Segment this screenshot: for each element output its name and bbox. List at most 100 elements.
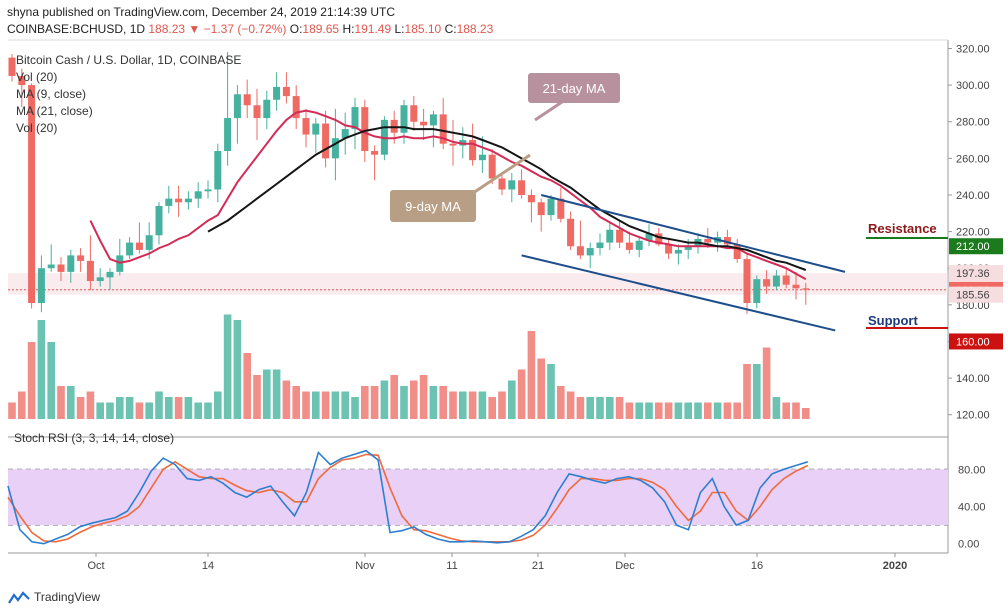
- volume-bar: [312, 391, 320, 419]
- legend-line-3: MA (21, close): [16, 104, 93, 118]
- volume-bar: [321, 391, 330, 419]
- candle-body: [351, 107, 359, 130]
- close-value: 188.23: [456, 22, 494, 36]
- last-price: 188.23: [148, 22, 186, 36]
- volume-bar: [782, 402, 790, 419]
- legend-line-4: Vol (20): [16, 121, 57, 135]
- volume-bar: [361, 386, 369, 419]
- ma9-callout-label: 9-day MA: [405, 199, 461, 214]
- volume-bar: [8, 402, 16, 419]
- candle-body: [96, 277, 104, 282]
- volume-bar: [459, 391, 467, 419]
- footer-brand[interactable]: TradingView: [8, 590, 100, 604]
- candle-body: [723, 237, 731, 245]
- candle-body: [420, 121, 428, 126]
- volume-bar: [449, 391, 457, 419]
- stoch-rsi-tick-label: 40.00: [958, 501, 986, 513]
- candle-body: [498, 178, 506, 190]
- candle-body: [243, 94, 251, 106]
- volume-bar: [645, 402, 653, 419]
- volume-bar: [566, 391, 575, 419]
- volume-bar: [106, 402, 114, 419]
- candle-body: [67, 255, 75, 272]
- high-value: 191.49: [354, 22, 392, 36]
- volume-bar: [135, 402, 144, 419]
- volume-bar: [390, 375, 398, 419]
- legend-line-1: Vol (20): [16, 70, 57, 84]
- legend-line-2: MA (9, close): [16, 87, 86, 101]
- price-tick-label: 280.00: [956, 117, 990, 129]
- candle-body: [753, 279, 761, 303]
- ma21-callout: 21-day MA: [528, 73, 620, 122]
- stoch-rsi-k-line: [7, 449, 809, 545]
- candle-body: [341, 129, 349, 139]
- candle-body: [704, 238, 712, 243]
- volume-bar: [419, 375, 428, 419]
- volume-bar: [331, 391, 340, 419]
- candle-body: [282, 86, 290, 97]
- volume-bar: [400, 386, 408, 419]
- candle-body: [106, 271, 114, 278]
- volume-bar: [86, 391, 95, 419]
- volume-bar: [606, 397, 614, 419]
- volume-bar: [527, 331, 536, 419]
- candle-body: [57, 264, 65, 272]
- open-value: 189.65: [302, 22, 340, 36]
- volume-bar: [557, 386, 565, 419]
- volume-bar: [694, 402, 702, 419]
- volume-bar: [772, 397, 781, 419]
- volume-bar: [76, 397, 85, 419]
- candle-body: [596, 242, 604, 249]
- ma21-callout-label: 21-day MA: [543, 81, 606, 96]
- candle-body: [47, 264, 55, 269]
- candle-body: [674, 249, 682, 254]
- volume-bar: [233, 320, 242, 419]
- volume-bar: [762, 347, 771, 419]
- candle-body: [488, 154, 496, 179]
- low-value: 185.10: [404, 22, 442, 36]
- down-arrow-icon: ▼: [188, 22, 201, 36]
- candle-body: [273, 86, 281, 100]
- volume-bar: [155, 391, 163, 419]
- change-value: −1.37 (−0.72%): [203, 22, 287, 36]
- candle-body: [126, 242, 134, 256]
- candle-body: [645, 233, 653, 241]
- candle-body: [684, 246, 692, 250]
- open-label: O:: [289, 22, 303, 36]
- candle-body: [86, 260, 94, 282]
- support-label: Support: [868, 313, 918, 328]
- price-tick-label: 240.00: [956, 190, 990, 202]
- ma21-line: [207, 126, 807, 271]
- candle-body: [263, 99, 271, 119]
- candle-body: [635, 240, 643, 250]
- candle-body: [527, 194, 535, 203]
- volume-bar: [674, 402, 683, 419]
- candle-body: [439, 114, 447, 144]
- stoch-rsi-lines: [7, 449, 809, 545]
- time-tick-label: 14: [202, 560, 214, 572]
- volume-bar: [704, 402, 712, 419]
- volume-bar: [282, 380, 291, 419]
- volume-bar: [792, 402, 800, 419]
- candle-body: [606, 229, 614, 243]
- candle-body: [371, 151, 379, 155]
- volume-bar: [439, 386, 447, 419]
- volume-bar: [37, 320, 46, 419]
- volume-bar: [125, 397, 134, 419]
- volume-bar: [733, 402, 741, 419]
- price-tick-label: 220.00: [956, 227, 990, 239]
- candle-body: [361, 107, 369, 152]
- volume-bar: [263, 369, 271, 419]
- ma9-callout: 9-day MA: [390, 153, 531, 222]
- price-label-box: [949, 265, 1003, 282]
- price-label-text: 197.36: [956, 268, 990, 280]
- time-tick-label: 21: [532, 560, 544, 572]
- candle-body: [184, 198, 192, 203]
- axes: 120.00140.00160.00180.00200.00220.00240.…: [87, 43, 1003, 572]
- candle-body: [772, 275, 780, 287]
- candle-body: [802, 288, 810, 290]
- candle-body: [204, 189, 212, 192]
- volume-bar: [370, 386, 379, 419]
- volume-bar: [547, 364, 555, 419]
